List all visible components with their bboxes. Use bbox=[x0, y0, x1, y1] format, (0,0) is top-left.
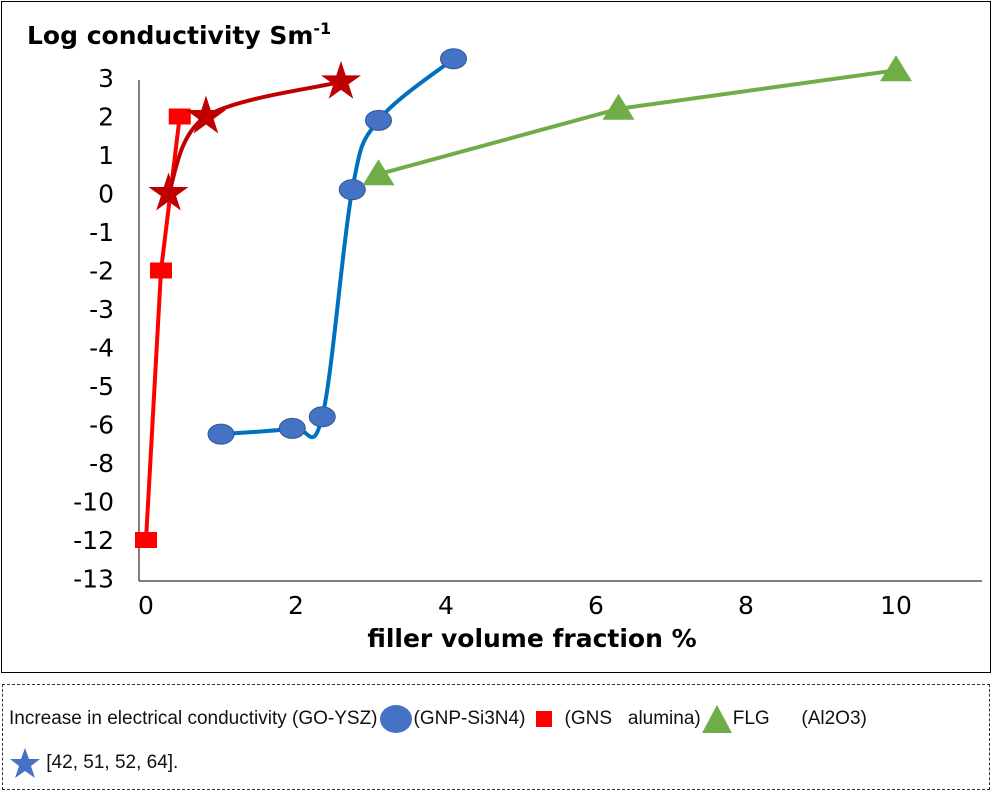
data-point-circle bbox=[440, 48, 467, 70]
series-triangle-line bbox=[377, 68, 897, 177]
y-tick-label: -6 bbox=[89, 411, 114, 440]
chart: Log conductivity Sm-1 filler volume frac… bbox=[27, 19, 982, 653]
y-tick-label: -13 bbox=[73, 565, 114, 594]
x-tick-label: 6 bbox=[588, 591, 604, 620]
data-point-star bbox=[148, 172, 189, 211]
x-axis-title: filler volume fraction % bbox=[367, 624, 696, 653]
data-point-circle bbox=[308, 406, 336, 428]
y-axis-title: Log conductivity Sm-1 bbox=[27, 19, 331, 50]
figure-caption: Increase in electrical conductivity (GO-… bbox=[2, 684, 990, 790]
y-tick-label: -3 bbox=[89, 295, 114, 324]
x-tick-label: 2 bbox=[288, 591, 304, 620]
data-point-circle bbox=[207, 423, 235, 445]
y-tick-label: -5 bbox=[89, 372, 114, 401]
circle-icon bbox=[379, 704, 412, 733]
x-tick-label: 10 bbox=[880, 591, 912, 620]
data-point-square bbox=[135, 532, 157, 548]
x-tick-label: 4 bbox=[438, 591, 454, 620]
y-tick-label: -8 bbox=[89, 449, 114, 478]
y-tick-label: 0 bbox=[98, 180, 114, 209]
y-tick-label: -10 bbox=[73, 488, 114, 517]
data-point-star bbox=[186, 95, 226, 134]
star-icon bbox=[10, 747, 40, 778]
y-tick-label: -1 bbox=[89, 218, 114, 247]
data-point-star bbox=[321, 60, 361, 99]
y-tick-label: 1 bbox=[98, 141, 114, 170]
square-icon bbox=[535, 710, 552, 727]
y-tick-label: 3 bbox=[98, 64, 114, 93]
data-point-circle bbox=[365, 109, 392, 131]
chart-frame: Log conductivity Sm-1 filler volume frac… bbox=[1, 1, 991, 673]
series-circle-line bbox=[220, 57, 455, 440]
data-point-square bbox=[168, 108, 191, 125]
data-point-triangle bbox=[880, 55, 912, 82]
caption-text-5: [42, 51, 52, 64]. bbox=[46, 752, 179, 773]
caption-text-4: FLG (Al2O3) bbox=[732, 708, 867, 729]
y-tick-label: -4 bbox=[89, 334, 114, 363]
x-tick-label: 0 bbox=[138, 591, 154, 620]
caption-text-2: (GNP-Si3N4) bbox=[413, 708, 536, 729]
data-point-triangle bbox=[602, 93, 635, 120]
series-star-line bbox=[166, 79, 342, 195]
data-point-triangle bbox=[362, 159, 395, 186]
y-tick-label: -12 bbox=[73, 526, 114, 555]
y-tick-label: -2 bbox=[89, 257, 114, 286]
data-point-square bbox=[150, 262, 172, 279]
data-point-circle bbox=[338, 179, 366, 201]
data-point-circle bbox=[278, 417, 306, 439]
caption-text-1: Increase in electrical conductivity (GO-… bbox=[9, 708, 378, 729]
caption-text-3: (GNS alumina) bbox=[553, 708, 701, 729]
x-tick-label: 8 bbox=[738, 591, 754, 620]
series-square-line bbox=[144, 116, 182, 541]
triangle-icon bbox=[701, 704, 732, 733]
y-tick-label: 2 bbox=[98, 103, 114, 132]
